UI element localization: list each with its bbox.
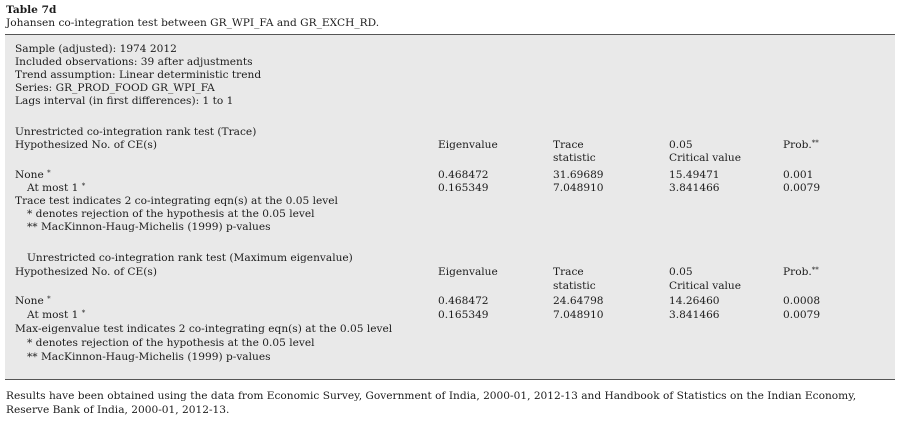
maxeig-row-atmost1-prob: 0.0079 <box>783 309 821 321</box>
table-label: Table 7d <box>6 4 57 16</box>
info-series: Series: GR_PROD_FOOD GR_WPI_FA <box>15 82 215 94</box>
results-panel: Sample (adjusted): 1974 2012 Included ob… <box>5 34 895 380</box>
trace-col-critical-2: Critical value <box>669 152 741 164</box>
maxeig-row-atmost1-hyp: At most 1 * <box>27 309 86 321</box>
trace-col-statistic-1: Trace <box>553 139 584 151</box>
info-observations: Included observations: 39 after adjustme… <box>15 56 253 68</box>
maxeig-row-atmost1-eigenvalue: 0.165349 <box>438 309 489 321</box>
info-sample: Sample (adjusted): 1974 2012 <box>15 43 177 55</box>
trace-col-critical-1: 0.05 <box>669 139 693 151</box>
maxeig-note-rejection: * denotes rejection of the hypothesis at… <box>27 337 315 349</box>
maxeig-row-atmost1-statistic: 7.048910 <box>553 309 604 321</box>
trace-col-eigenvalue: Eigenvalue <box>438 139 498 151</box>
maxeig-col-critical-1: 0.05 <box>669 266 693 278</box>
table-caption: Table 7d Johansen co-integration test be… <box>6 4 379 30</box>
trace-heading: Unrestricted co-integration rank test (T… <box>15 126 257 138</box>
trace-row-none-statistic: 31.69689 <box>553 169 604 181</box>
trace-row-atmost1-hyp: At most 1 * <box>27 182 86 194</box>
maxeig-col-statistic-2: statistic <box>553 280 596 292</box>
trace-note-rejection: * denotes rejection of the hypothesis at… <box>27 208 315 220</box>
trace-row-atmost1-prob: 0.0079 <box>783 182 821 194</box>
trace-row-atmost1-statistic: 7.048910 <box>553 182 604 194</box>
trace-col-statistic-2: statistic <box>553 152 596 164</box>
maxeig-row-none-hyp: None * <box>15 295 51 307</box>
trace-row-atmost1-critical: 3.841466 <box>669 182 720 194</box>
trace-row-none-eigenvalue: 0.468472 <box>438 169 489 181</box>
maxeig-row-none-critical: 14.26460 <box>669 295 720 307</box>
trace-row-atmost1-eigenvalue: 0.165349 <box>438 182 489 194</box>
trace-col-prob: Prob.** <box>783 139 819 151</box>
maxeig-row-none-statistic: 24.64798 <box>553 295 604 307</box>
trace-note-result: Trace test indicates 2 co-integrating eq… <box>15 195 338 207</box>
maxeig-note-pvalues: ** MacKinnon-Haug-Michelis (1999) p-valu… <box>27 351 271 363</box>
maxeig-note-result: Max-eigenvalue test indicates 2 co-integ… <box>15 323 393 335</box>
maxeig-row-atmost1-critical: 3.841466 <box>669 309 720 321</box>
maxeig-heading: Unrestricted co-integration rank test (M… <box>27 252 353 264</box>
maxeig-col-statistic-1: Trace <box>553 266 584 278</box>
info-trend: Trend assumption: Linear deterministic t… <box>15 69 262 81</box>
info-lags: Lags interval (in first differences): 1 … <box>15 95 234 107</box>
trace-row-none-critical: 15.49471 <box>669 169 720 181</box>
trace-row-none-prob: 0.001 <box>783 169 814 181</box>
maxeig-col-hypothesized: Hypothesized No. of CE(s) <box>15 266 157 278</box>
trace-row-none-hyp: None * <box>15 169 51 181</box>
trace-note-pvalues: ** MacKinnon-Haug-Michelis (1999) p-valu… <box>27 221 271 233</box>
maxeig-row-none-eigenvalue: 0.468472 <box>438 295 489 307</box>
maxeig-col-eigenvalue: Eigenvalue <box>438 266 498 278</box>
trace-col-hypothesized: Hypothesized No. of CE(s) <box>15 139 157 151</box>
table-title: Johansen co-integration test between GR_… <box>6 17 380 29</box>
maxeig-row-none-prob: 0.0008 <box>783 295 821 307</box>
table-footnote: Results have been obtained using the dat… <box>6 390 857 416</box>
maxeig-col-prob: Prob.** <box>783 266 819 278</box>
maxeig-col-critical-2: Critical value <box>669 280 741 292</box>
